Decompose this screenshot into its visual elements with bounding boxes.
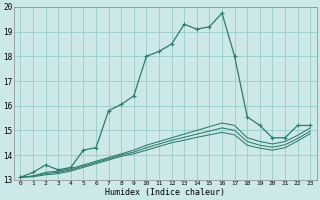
X-axis label: Humidex (Indice chaleur): Humidex (Indice chaleur) [105, 188, 225, 197]
